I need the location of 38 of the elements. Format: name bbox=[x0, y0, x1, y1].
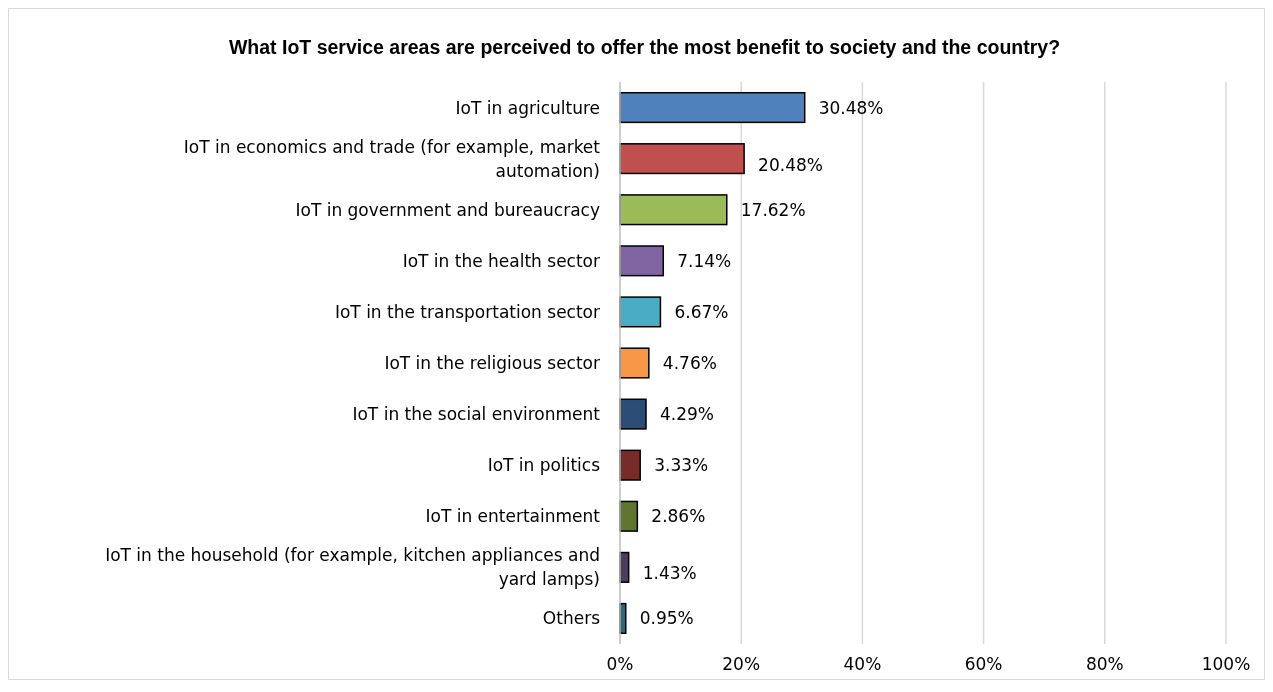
y-tick-label: IoT in the health sector bbox=[402, 250, 601, 271]
y-tick-label: IoT in entertainment bbox=[425, 506, 601, 527]
x-tick-label: 40% bbox=[843, 654, 882, 674]
x-tick-label: 80% bbox=[1085, 654, 1124, 674]
data-label: 1.43% bbox=[642, 563, 697, 584]
bar bbox=[619, 91, 806, 124]
x-tick-label: 60% bbox=[964, 654, 1003, 674]
bar bbox=[619, 500, 639, 532]
x-tick-label: 20% bbox=[722, 654, 761, 674]
bar bbox=[619, 245, 665, 277]
bar bbox=[619, 194, 728, 226]
chart-title: What IoT service areas are perceived to offer the most benefit to society and the country? bbox=[228, 36, 1061, 58]
data-label: 0.95% bbox=[639, 608, 694, 629]
y-tick-label: IoT in the social environment bbox=[352, 404, 601, 425]
y-tick-label: IoT in economics and trade (for example, market automation) bbox=[183, 136, 601, 181]
y-tick-label: IoT in the transportation sector bbox=[334, 301, 601, 322]
data-label: 7.14% bbox=[677, 250, 732, 271]
x-tick-label: 0% bbox=[606, 654, 634, 674]
data-label: 4.76% bbox=[662, 353, 717, 373]
bar bbox=[619, 296, 662, 328]
data-label: 2.86% bbox=[651, 506, 706, 527]
y-tick-label: IoT in politics bbox=[487, 455, 601, 476]
y-tick-label: IoT in the religious sector bbox=[384, 353, 600, 373]
data-label: 3.33% bbox=[654, 455, 709, 476]
y-tick-label: IoT in agriculture bbox=[455, 97, 600, 118]
y-tick-label: IoT in government and bureaucracy bbox=[295, 199, 600, 220]
x-tick-label: 100% bbox=[1201, 654, 1251, 674]
data-label: 4.29% bbox=[660, 404, 715, 425]
data-label: 6.67% bbox=[674, 301, 729, 322]
y-tick-label: Others bbox=[542, 608, 601, 629]
bar bbox=[619, 143, 745, 175]
y-tick-label: IoT in the household (for example, kitchen appliances and yard lamps) bbox=[105, 545, 600, 590]
data-label: 20.48% bbox=[758, 154, 823, 175]
bar bbox=[619, 398, 647, 430]
data-label: 30.48% bbox=[818, 97, 884, 118]
bar bbox=[619, 347, 650, 379]
data-label: 17.62% bbox=[740, 199, 806, 220]
bar bbox=[619, 449, 641, 481]
